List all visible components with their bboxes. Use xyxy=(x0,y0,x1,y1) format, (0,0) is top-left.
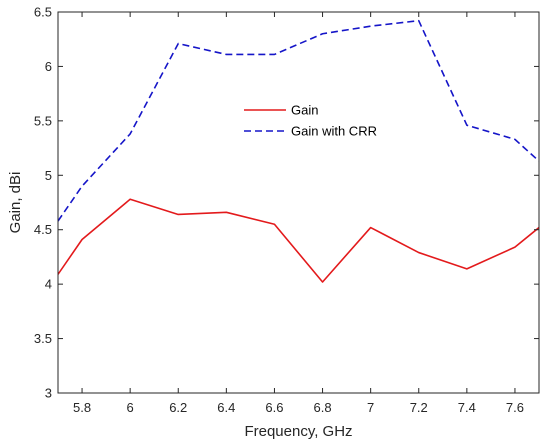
x-tick-label: 7.4 xyxy=(458,400,476,415)
y-tick-label: 5.5 xyxy=(34,113,52,128)
y-tick-label: 5 xyxy=(45,168,52,183)
x-tick-label: 6.2 xyxy=(169,400,187,415)
series-line-gain-with-crr xyxy=(58,19,539,222)
x-tick-label: 7 xyxy=(367,400,374,415)
x-tick-label: 5.8 xyxy=(73,400,91,415)
y-axis: 3 3.5 4 4.5 5 5.5 6 6.5 xyxy=(34,5,539,401)
axes-box xyxy=(57,11,540,394)
y-tick-label: 3.5 xyxy=(34,331,52,346)
x-tick-label: 6 xyxy=(127,400,134,415)
x-axis-title: Frequency, GHz xyxy=(244,423,352,440)
x-tick-label: 7.2 xyxy=(410,400,428,415)
series-line-gain xyxy=(58,198,539,283)
legend-label: Gain with CRR xyxy=(291,124,377,139)
x-tick-label: 6.6 xyxy=(265,400,283,415)
y-tick-label: 6 xyxy=(45,59,52,74)
series-layer xyxy=(58,19,539,283)
x-tick-label: 6.8 xyxy=(314,400,332,415)
y-tick-label: 3 xyxy=(45,386,52,401)
y-tick-label: 4.5 xyxy=(34,222,52,237)
y-tick-label: 4 xyxy=(45,277,52,292)
y-axis-title: Gain, dBi xyxy=(7,172,24,234)
legend-label: Gain xyxy=(291,103,318,118)
x-tick-label: 6.4 xyxy=(217,400,235,415)
plot-area xyxy=(58,12,539,393)
y-tick-label: 6.5 xyxy=(34,5,52,20)
x-axis: 5.8 6 6.2 6.4 6.6 6.8 7 7.2 7.4 7.6 xyxy=(73,12,524,415)
legend: Gain Gain with CRR xyxy=(244,103,377,139)
x-tick-label: 7.6 xyxy=(506,400,524,415)
